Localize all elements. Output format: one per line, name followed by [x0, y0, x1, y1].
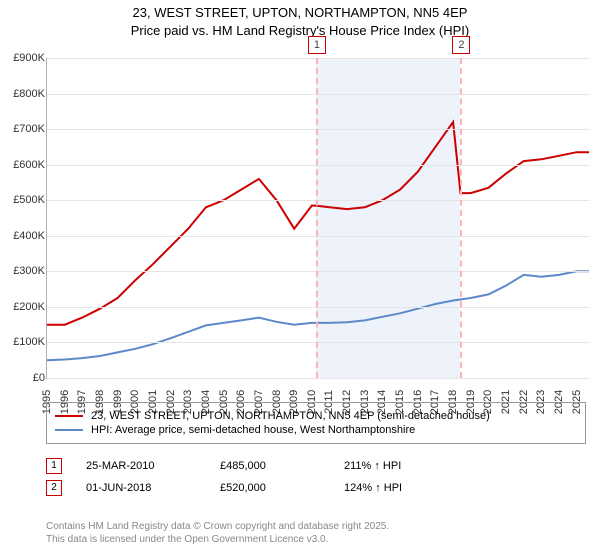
y-tick-label: £300K — [1, 265, 45, 277]
sale-marker-2: 2 — [46, 480, 62, 496]
series-price_paid — [47, 122, 589, 325]
legend-swatch-price — [55, 415, 83, 417]
sale-delta-2: 124% ↑ HPI — [344, 482, 402, 494]
series-hpi — [47, 271, 589, 360]
chart-container: 23, WEST STREET, UPTON, NORTHAMPTON, NN5… — [0, 0, 600, 560]
y-tick-label: £100K — [1, 336, 45, 348]
title-line-2: Price paid vs. HM Land Registry's House … — [131, 23, 469, 38]
event-marker: 1 — [308, 36, 326, 54]
legend-item-price: 23, WEST STREET, UPTON, NORTHAMPTON, NN5… — [55, 410, 577, 422]
title-line-1: 23, WEST STREET, UPTON, NORTHAMPTON, NN5… — [133, 5, 468, 20]
legend-label-hpi: HPI: Average price, semi-detached house,… — [91, 424, 415, 436]
sale-price-1: £485,000 — [220, 460, 320, 472]
sale-row-2: 2 01-JUN-2018 £520,000 124% ↑ HPI — [46, 480, 586, 496]
sale-delta-1: 211% ↑ HPI — [344, 460, 401, 472]
y-tick-label: £600K — [1, 159, 45, 171]
sale-date-1: 25-MAR-2010 — [86, 460, 196, 472]
sale-price-2: £520,000 — [220, 482, 320, 494]
sales-table: 1 25-MAR-2010 £485,000 211% ↑ HPI 2 01-J… — [46, 452, 586, 502]
legend-item-hpi: HPI: Average price, semi-detached house,… — [55, 424, 577, 436]
sale-marker-1: 1 — [46, 458, 62, 474]
event-marker: 2 — [452, 36, 470, 54]
sale-date-2: 01-JUN-2018 — [86, 482, 196, 494]
y-tick-label: £700K — [1, 123, 45, 135]
plot-area: £0£100K£200K£300K£400K£500K£600K£700K£80… — [46, 58, 589, 379]
y-tick-label: £400K — [1, 230, 45, 242]
y-tick-label: £500K — [1, 194, 45, 206]
chart-title: 23, WEST STREET, UPTON, NORTHAMPTON, NN5… — [0, 0, 600, 39]
sale-row-1: 1 25-MAR-2010 £485,000 211% ↑ HPI — [46, 458, 586, 474]
footer-line-2: This data is licensed under the Open Gov… — [46, 534, 328, 545]
attribution: Contains HM Land Registry data © Crown c… — [46, 520, 389, 546]
legend-label-price: 23, WEST STREET, UPTON, NORTHAMPTON, NN5… — [91, 410, 490, 422]
y-tick-label: £800K — [1, 88, 45, 100]
legend: 23, WEST STREET, UPTON, NORTHAMPTON, NN5… — [46, 402, 586, 444]
y-tick-label: £900K — [1, 52, 45, 64]
footer-line-1: Contains HM Land Registry data © Crown c… — [46, 521, 389, 532]
y-tick-label: £200K — [1, 301, 45, 313]
chart-svg — [47, 58, 589, 378]
legend-swatch-hpi — [55, 429, 83, 431]
y-tick-label: £0 — [1, 372, 45, 384]
